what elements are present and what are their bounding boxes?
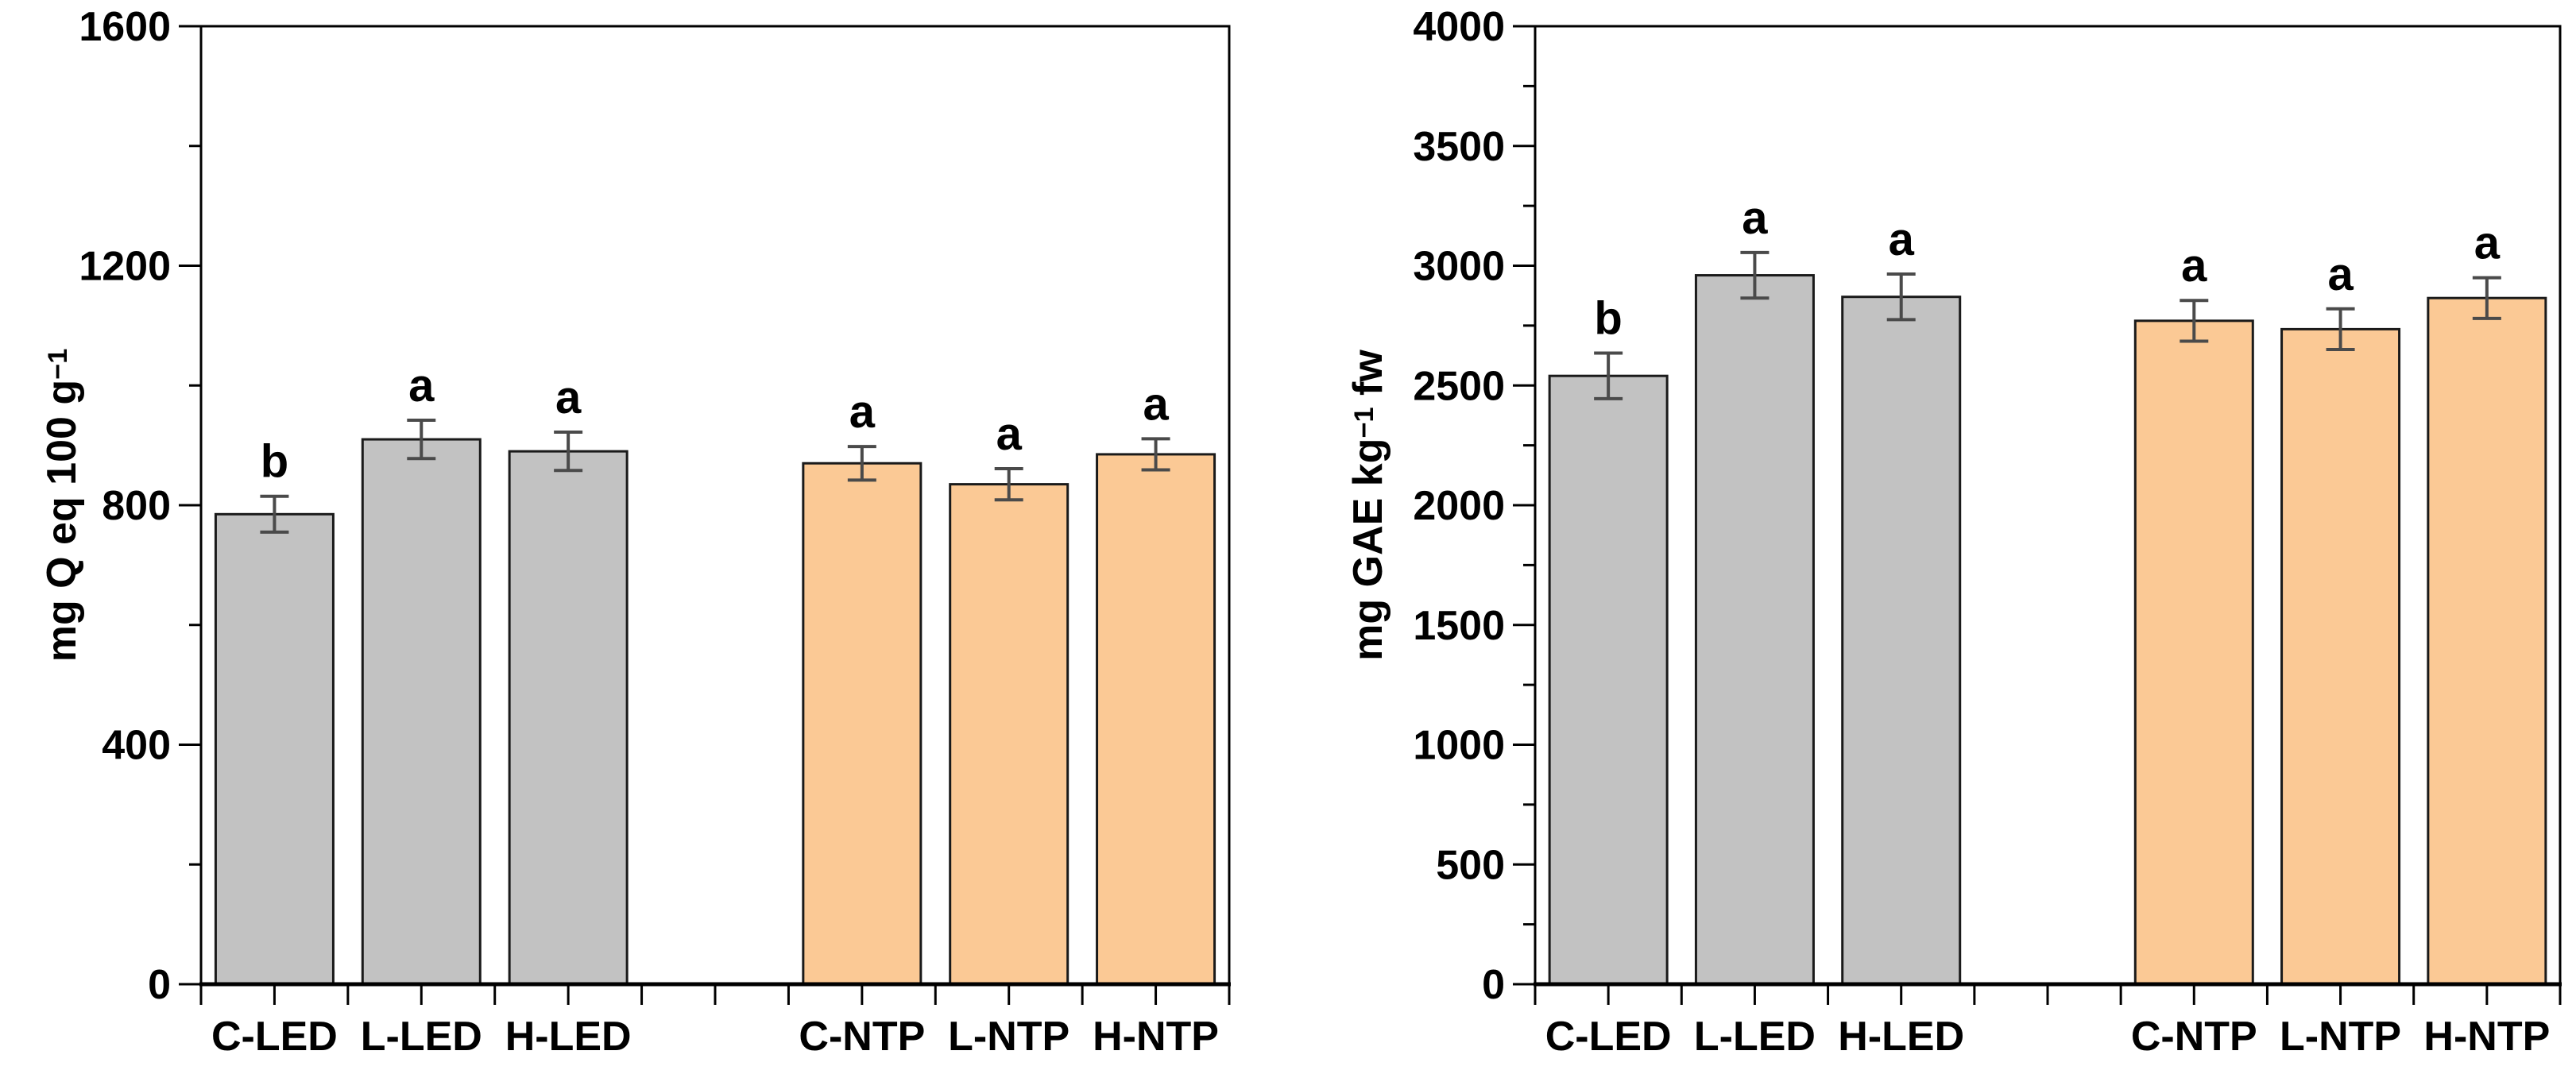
right-bar-H-LED <box>1841 296 1962 986</box>
right-x-category-label-L-LED: L-LED <box>1694 1014 1816 1060</box>
left-x-category-label-C-NTP: C-NTP <box>799 1014 925 1060</box>
right-y-tick-label: 3000 <box>1413 244 1505 290</box>
left-y-tick-label: 1600 <box>79 4 171 50</box>
right-sig-letter-H-NTP: a <box>2474 218 2501 269</box>
right-y-tick-label: 2000 <box>1413 483 1505 529</box>
left-sig-letter-H-LED: a <box>555 372 582 423</box>
right-plot-frame <box>1534 25 2562 986</box>
right-bar-C-NTP <box>2133 319 2254 986</box>
chart-panel-left: 0 400 800 1200 1600 b C-LED a L-LED a H-LED a C-NTP a… <box>79 4 1231 1060</box>
left-bar-H-NTP <box>1096 453 1216 986</box>
left-y-tick-label: 400 <box>102 723 171 769</box>
right-bar-C-LED <box>1548 374 1669 986</box>
right-bar-L-LED <box>1694 274 1815 986</box>
left-sig-letter-L-LED: a <box>408 360 435 411</box>
left-x-category-label-H-NTP: H-NTP <box>1093 1014 1219 1060</box>
left-x-category-label-C-LED: C-LED <box>211 1014 338 1060</box>
right-y-tick-label: 0 <box>1482 962 1505 1008</box>
right-y-tick-label: 1000 <box>1413 723 1505 769</box>
right-x-category-label-H-NTP: H-NTP <box>2423 1014 2550 1060</box>
left-y-tick-label: 800 <box>102 483 171 529</box>
right-y-tick-label: 3500 <box>1413 124 1505 170</box>
right-x-category-label-H-LED: H-LED <box>1838 1014 1964 1060</box>
right-sig-letter-C-LED: b <box>1594 293 1622 345</box>
left-y-tick-label: 1200 <box>79 244 171 290</box>
right-y-tick-label: 1500 <box>1413 603 1505 649</box>
left-bar-L-LED <box>361 438 482 986</box>
right-x-category-label-C-NTP: C-NTP <box>2131 1014 2257 1060</box>
left-bar-C-LED <box>214 512 335 986</box>
left-y-tick-label: 0 <box>148 962 171 1008</box>
left-sig-letter-C-NTP: a <box>849 386 876 438</box>
left-x-category-label-L-LED: L-LED <box>361 1014 482 1060</box>
left-sig-letter-L-NTP: a <box>996 408 1023 460</box>
left-x-category-label-L-NTP: L-NTP <box>948 1014 1069 1060</box>
right-y-tick-label: 2500 <box>1413 363 1505 409</box>
right-x-category-label-L-NTP: L-NTP <box>2280 1014 2401 1060</box>
left-sig-letter-C-LED: b <box>261 436 288 488</box>
left-plot-frame <box>199 25 1231 986</box>
right-sig-letter-H-LED: a <box>1889 214 1915 265</box>
left-bar-C-NTP <box>802 462 922 986</box>
right-sig-letter-L-NTP: a <box>2327 249 2354 300</box>
right-y-tick-label: 500 <box>1436 842 1505 888</box>
left-bar-L-NTP <box>949 483 1069 986</box>
right-sig-letter-C-NTP: a <box>2181 240 2207 292</box>
chart-panel-right: 0 500 1000 1500 2000 2500 3000 3500 4000 b C-LED a L… <box>1413 4 2562 1060</box>
right-y-tick-label: 4000 <box>1413 4 1505 50</box>
left-sig-letter-H-NTP: a <box>1143 378 1169 430</box>
right-sig-letter-L-LED: a <box>1742 192 1768 244</box>
left-bar-H-LED <box>508 450 629 986</box>
left-x-category-label-H-LED: H-LED <box>505 1014 632 1060</box>
right-bar-H-NTP <box>2427 296 2547 986</box>
right-bar-L-NTP <box>2280 327 2401 986</box>
right-x-category-label-C-LED: C-LED <box>1545 1014 1672 1060</box>
